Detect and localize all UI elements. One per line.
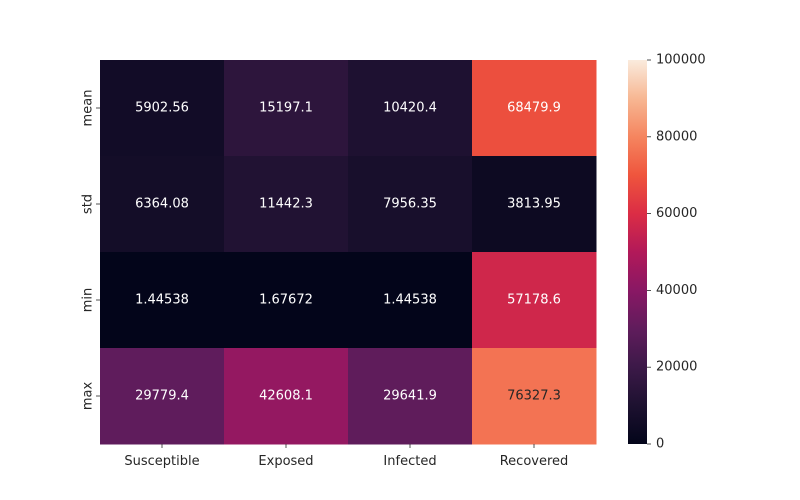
cell-value-label: 29641.9	[383, 389, 437, 404]
y-tick-label: std	[81, 194, 96, 214]
heatmap-cell	[224, 348, 349, 445]
colorbar-tick-label: 100000	[656, 53, 706, 68]
cell-value-label: 10420.4	[383, 101, 437, 116]
cell-value-label: 68479.9	[507, 101, 561, 116]
colorbar-tick-label: 20000	[656, 360, 697, 375]
y-tick-label: min	[81, 288, 96, 313]
heatmap-cell	[472, 60, 597, 157]
heatmap-cell	[472, 156, 597, 253]
cell-value-label: 6364.08	[135, 197, 189, 212]
y-tick-labels: mean std min max	[81, 90, 100, 411]
cell-value-label: 29779.4	[135, 389, 189, 404]
y-tick-label: max	[81, 382, 96, 411]
heatmap-cell	[224, 156, 349, 253]
cell-value-label: 1.44538	[135, 293, 189, 308]
heatmap-cell	[100, 156, 225, 253]
heatmap-cell	[348, 156, 473, 253]
heatmap-cell	[472, 252, 597, 349]
heatmap-cell	[100, 348, 225, 445]
x-tick-label: Infected	[383, 454, 436, 469]
cell-value-label: 1.67672	[259, 293, 313, 308]
heatmap-cell	[100, 252, 225, 349]
y-tick-label: mean	[81, 90, 96, 127]
heatmap-cell	[348, 252, 473, 349]
x-tick-label: Recovered	[500, 454, 569, 469]
heatmap-cell	[348, 60, 473, 157]
cell-value-label: 3813.95	[507, 197, 561, 212]
heatmap-cell	[224, 60, 349, 157]
cell-value-label: 11442.3	[259, 197, 313, 212]
colorbar-tick-label: 80000	[656, 129, 697, 144]
colorbar	[628, 60, 647, 444]
colorbar-ticks: 0 20000 40000 60000 80000 100000	[647, 53, 706, 452]
colorbar-gradient	[628, 60, 647, 444]
cell-value-label: 15197.1	[259, 101, 313, 116]
x-tick-label: Exposed	[258, 454, 313, 469]
cell-value-label: 1.44538	[383, 293, 437, 308]
heatmap-cell	[224, 252, 349, 349]
colorbar-tick-label: 40000	[656, 283, 697, 298]
x-tick-label: Susceptible	[124, 454, 199, 469]
heatmap-cell	[472, 348, 597, 445]
x-tick-labels: Susceptible Exposed Infected Recovered	[124, 444, 568, 469]
cell-value-label: 5902.56	[135, 101, 189, 116]
heatmap-cell	[348, 348, 473, 445]
heatmap-cells: 5902.56 15197.1 10420.4 68479.9 6364.08 11442…	[100, 60, 597, 445]
cell-value-label: 76327.3	[507, 389, 561, 404]
heatmap-cell	[100, 60, 225, 157]
colorbar-tick-label: 0	[656, 437, 664, 452]
cell-value-label: 57178.6	[507, 293, 561, 308]
cell-value-label: 42608.1	[259, 389, 313, 404]
cell-value-label: 7956.35	[383, 197, 437, 212]
colorbar-tick-label: 60000	[656, 206, 697, 221]
